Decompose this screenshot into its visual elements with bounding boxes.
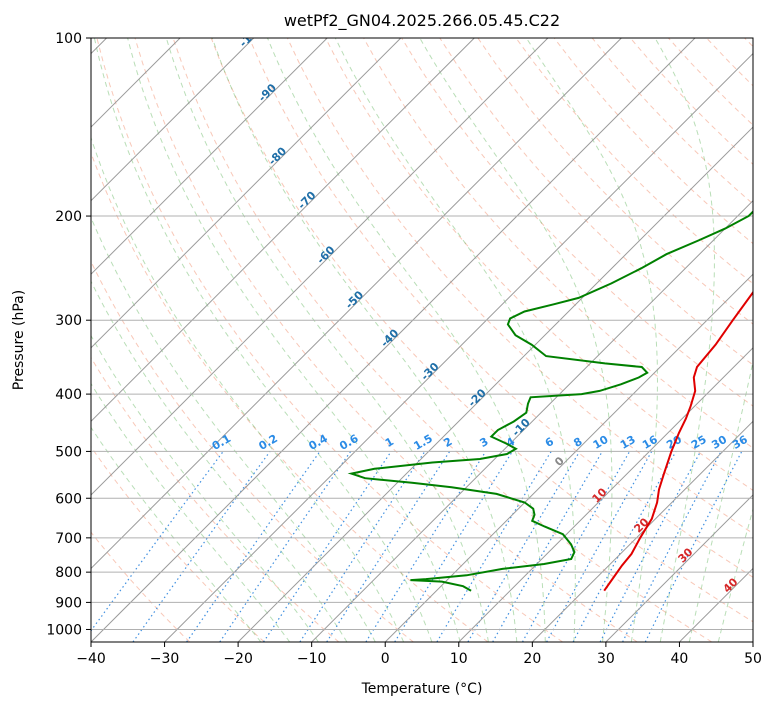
y-tick-label: 300 (55, 313, 82, 329)
dry-adiabat-line (134, 38, 638, 642)
x-tick-label: 30 (597, 651, 615, 667)
moist-adiabat-line (91, 382, 291, 642)
moist-adiabat-line (91, 426, 262, 642)
isotherm-label: -100 (237, 21, 266, 50)
y-tick-label: 1000 (46, 622, 82, 638)
isotherm-line (91, 38, 696, 642)
mixing-ratio-line (365, 451, 487, 642)
moist-adiabat-line (91, 334, 319, 642)
y-tick-label: 600 (55, 491, 82, 507)
y-tick-label: 900 (55, 595, 82, 611)
dry-adiabat-line (248, 38, 753, 578)
profiles (347, 210, 753, 592)
isotherm-line (531, 420, 753, 642)
moist-adiabat-line (93, 38, 433, 642)
x-axis: −40 −30 −20 −10 0 10 20 30 40 50 (76, 642, 762, 667)
moist-adiabat-line (165, 38, 489, 642)
x-tick-label: 0 (381, 651, 390, 667)
isotherm-line (91, 38, 622, 570)
x-tick-label: −30 (150, 651, 180, 667)
dry-adiabat-line (91, 531, 191, 642)
moist-adiabat-line (334, 38, 576, 642)
isotherm-line (91, 38, 549, 496)
moist-adiabat-line (127, 38, 461, 642)
mixing-ratio-line (572, 451, 677, 642)
isotherm-line (164, 52, 753, 642)
isotherm-line (91, 38, 475, 423)
isotherm-line (91, 38, 255, 202)
mixing-ratio-line (467, 451, 581, 642)
moist-adiabat-line (211, 38, 518, 642)
dry-adiabat-line (172, 38, 713, 642)
y-tick-label: 700 (55, 531, 82, 547)
mixing-ratio-line (436, 451, 552, 642)
plot-frame (90, 37, 754, 643)
isotherm-line (458, 347, 753, 642)
chart-title: wetPf2_GN04.2025.266.05.45.C22 (284, 11, 560, 31)
x-tick-label: 40 (671, 651, 689, 667)
dry-adiabat-line (91, 445, 265, 642)
x-tick-label: −20 (223, 651, 253, 667)
x-tick-label: 20 (523, 651, 541, 667)
plot-area (91, 38, 753, 642)
dry-adiabat-line (515, 38, 753, 285)
mixing-ratio-line (186, 451, 321, 642)
y-tick-label: 200 (55, 209, 82, 225)
y-axis: 100 200 300 400 500 600 700 800 900 1000 (46, 31, 91, 638)
moist-adiabat-line (419, 38, 613, 642)
dry-adiabat-line (210, 38, 753, 623)
dewpoint-profile-line (347, 210, 753, 592)
isotherm-line (237, 126, 753, 642)
x-tick-label: 50 (744, 651, 762, 667)
isotherm-line (752, 641, 753, 642)
mixing-ratio-line (262, 451, 392, 642)
x-axis-label: Temperature (°C) (361, 681, 483, 697)
mixing-ratio-line (546, 451, 653, 642)
mixing-ratio-line (219, 451, 352, 642)
dry-adiabat-line (439, 38, 753, 366)
moist-adiabat-line (91, 216, 376, 642)
y-tick-label: 500 (55, 444, 82, 460)
isotherm-line (384, 273, 753, 642)
isotherm-line (311, 199, 753, 642)
x-tick-label: 10 (450, 651, 468, 667)
moist-adiabat-line (525, 38, 659, 642)
moist-adiabat-line (654, 38, 716, 642)
dry-adiabat-line (91, 151, 489, 642)
y-tick-label: 400 (55, 387, 82, 403)
moist-adiabat-line (267, 38, 546, 642)
y-tick-label: 100 (55, 31, 82, 47)
isotherm-line (91, 38, 402, 349)
y-axis-label: Pressure (hPa) (11, 290, 27, 390)
moist-adiabat-line (91, 136, 405, 642)
x-tick-label: −40 (76, 651, 106, 667)
dry-adiabat-line (401, 38, 753, 407)
isotherm-line (91, 38, 328, 275)
mixing-ratio-line (326, 451, 451, 642)
isotherm-line (605, 494, 753, 642)
background-lines (91, 38, 753, 642)
temperature-profile-line (603, 290, 753, 592)
mixing-ratio-line (299, 451, 426, 642)
y-tick-label: 800 (55, 565, 82, 581)
x-tick-label: −10 (297, 651, 327, 667)
dry-adiabat-line (96, 38, 563, 642)
